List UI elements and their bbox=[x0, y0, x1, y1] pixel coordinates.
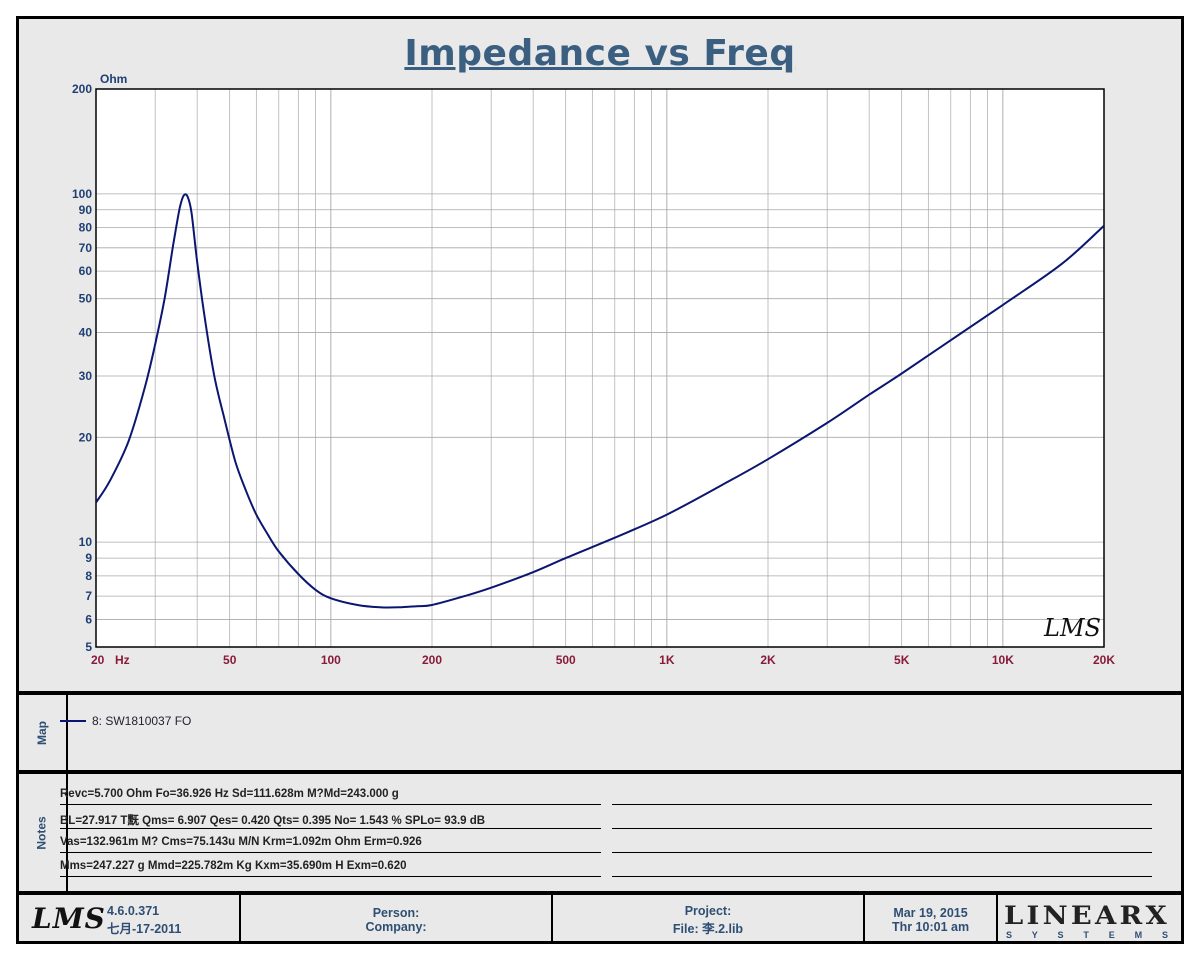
version-date: 七月-17-2011 bbox=[107, 921, 182, 936]
footer-brand: LINEARX S Y S T E M S bbox=[1000, 898, 1178, 942]
impedance-curve bbox=[95, 193, 1105, 609]
report-time: Thr 10:01 am bbox=[891, 920, 970, 934]
y-tick-label: 7 bbox=[85, 589, 92, 603]
y-tick-label: 50 bbox=[79, 292, 93, 306]
map-label: Map bbox=[35, 720, 49, 745]
x-tick-label: 100 bbox=[321, 653, 341, 667]
legend-swatch bbox=[60, 720, 86, 722]
x-tick-label: 20K bbox=[1093, 653, 1115, 667]
linearx-subtitle: S Y S T E M S bbox=[1006, 930, 1168, 940]
footer-divider-1 bbox=[239, 895, 241, 944]
file-label: File: 李.2.lib bbox=[672, 921, 744, 936]
separator-notes-top bbox=[16, 770, 1184, 774]
y-tick-label: 60 bbox=[79, 264, 93, 278]
legend-text: 8: SW1810037 FO bbox=[92, 714, 192, 728]
legend-entry: 8: SW1810037 FO bbox=[60, 714, 191, 728]
sidebar-divider bbox=[66, 695, 68, 891]
note-blank-3 bbox=[612, 836, 1152, 853]
y-tick-label: 9 bbox=[85, 551, 92, 565]
y-tick-label: 10 bbox=[79, 535, 93, 549]
footer-divider-4 bbox=[996, 895, 998, 944]
separator-map-top bbox=[16, 691, 1184, 695]
footer-divider-2 bbox=[551, 895, 553, 944]
y-tick-label: 70 bbox=[79, 241, 93, 255]
note-line-3: Vas=132.961m M? Cms=75.143u M/N Krm=1.09… bbox=[60, 836, 601, 853]
y-tick-label: 200 bbox=[72, 82, 92, 96]
version-number: 4.6.0.371 bbox=[107, 903, 160, 918]
footer-person: Person: Company: bbox=[243, 898, 549, 942]
footer-lms-logo: LMS bbox=[32, 896, 106, 940]
company-label: Company: bbox=[365, 920, 427, 934]
x-tick-label: 20 bbox=[91, 653, 105, 667]
footer-version: 4.6.0.371 七月-17-2011 bbox=[107, 898, 235, 942]
project-label: Project: bbox=[684, 903, 732, 918]
y-tick-label: 90 bbox=[79, 203, 93, 217]
footer-divider-3 bbox=[863, 895, 865, 944]
x-tick-label: 50 bbox=[223, 653, 237, 667]
x-tick-label: 200 bbox=[422, 653, 442, 667]
x-tick-label: 500 bbox=[556, 653, 576, 667]
y-tick-label: 40 bbox=[79, 325, 93, 339]
lms-watermark: LMS bbox=[1043, 614, 1101, 642]
note-blank-4 bbox=[612, 860, 1152, 877]
note-blank-2 bbox=[612, 812, 1152, 829]
plot-border bbox=[95, 88, 1105, 648]
footer-project: Project: File: 李.2.lib bbox=[555, 898, 861, 942]
chart-title: Impedance vs Freq bbox=[404, 33, 796, 74]
y-tick-label: 80 bbox=[79, 221, 93, 235]
plot-area bbox=[96, 89, 1104, 647]
x-axis-unit: Hz bbox=[115, 653, 130, 667]
notes-section-label: Notes bbox=[20, 774, 64, 891]
report-date: Mar 19, 2015 bbox=[893, 906, 968, 920]
linearx-wordmark: LINEARX bbox=[1004, 901, 1170, 930]
y-tick-label: 6 bbox=[85, 612, 92, 626]
x-tick-label: 5K bbox=[894, 653, 910, 667]
y-tick-label: 5 bbox=[85, 640, 92, 654]
separator-footer-top bbox=[16, 891, 1184, 895]
linearx-logo: LINEARX S Y S T E M S bbox=[1004, 901, 1170, 940]
map-section-label: Map bbox=[20, 695, 64, 770]
footer-date: Mar 19, 2015 Thr 10:01 am bbox=[867, 898, 994, 942]
note-line-2: BL=27.917 T黖 Qms= 6.907 Qes= 0.420 Qts= … bbox=[60, 812, 601, 829]
lms-logo-text: LMS bbox=[32, 901, 106, 935]
x-tick-label: 1K bbox=[659, 653, 675, 667]
y-tick-label: 20 bbox=[79, 430, 93, 444]
x-tick-label: 10K bbox=[992, 653, 1014, 667]
person-label: Person: bbox=[372, 906, 420, 920]
y-tick-label: 8 bbox=[85, 569, 92, 583]
note-line-1: Revc=5.700 Ohm Fo=36.926 Hz Sd=111.628m … bbox=[60, 788, 601, 805]
note-line-4: Mms=247.227 g Mmd=225.782m Kg Kxm=35.690… bbox=[60, 860, 601, 877]
y-tick-label: 100 bbox=[72, 187, 92, 201]
y-tick-label: 30 bbox=[79, 369, 93, 383]
note-blank-1 bbox=[612, 788, 1152, 805]
y-axis-label: Ohm bbox=[100, 72, 127, 86]
x-tick-label: 2K bbox=[760, 653, 776, 667]
notes-label: Notes bbox=[35, 815, 49, 850]
